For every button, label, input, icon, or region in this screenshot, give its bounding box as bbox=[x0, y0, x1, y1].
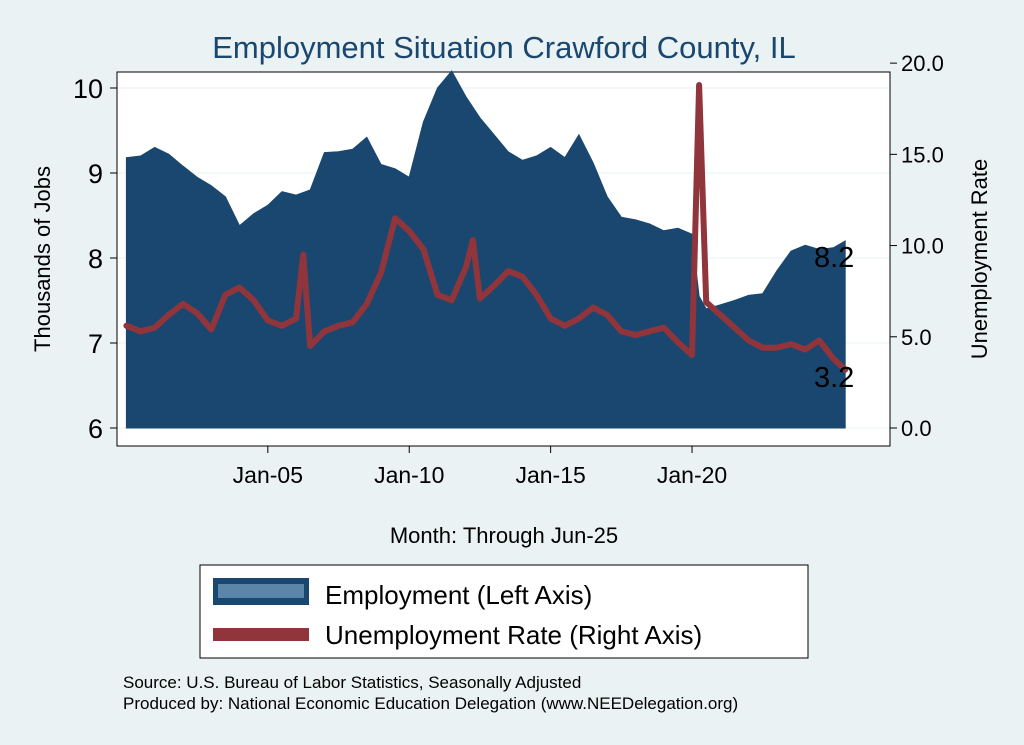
employment-area-layer bbox=[125, 70, 846, 429]
source-note: Source: U.S. Bureau of Labor Statistics,… bbox=[123, 673, 582, 692]
legend: Employment (Left Axis) Unemployment Rate… bbox=[199, 564, 809, 659]
legend-employment-swatch-highlight bbox=[218, 584, 304, 598]
legend-unemployment-swatch bbox=[213, 628, 309, 641]
producer-note: Produced by: National Economic Education… bbox=[123, 694, 739, 713]
x-axis-label: Month: Through Jun-25 bbox=[390, 523, 618, 548]
right-tick-label: 15.0 bbox=[901, 142, 944, 167]
right-tick-label: 5.0 bbox=[901, 325, 932, 350]
x-tick-label: Jan-10 bbox=[374, 462, 444, 488]
y-axis-left-label: Thousands of Jobs bbox=[30, 166, 55, 352]
tick-labels: 6 7 8 9 10 0.0 5.0 10.0 15.0 20.0 Jan-05 Jan-10 Jan-… bbox=[73, 51, 944, 488]
right-tick-label: 0.0 bbox=[901, 416, 932, 441]
footer: Source: U.S. Bureau of Labor Statistics,… bbox=[123, 672, 738, 714]
left-tick-label: 6 bbox=[88, 414, 103, 444]
employment-last-value-label: 8.2 bbox=[814, 242, 854, 274]
right-tick-label: 10.0 bbox=[901, 234, 944, 259]
legend-employment-label: Employment (Left Axis) bbox=[325, 580, 592, 610]
x-tick-label: Jan-15 bbox=[515, 462, 585, 488]
left-tick-label: 7 bbox=[88, 329, 103, 359]
unemployment-line-layer bbox=[123, 82, 849, 373]
legend-unemployment-label: Unemployment Rate (Right Axis) bbox=[325, 620, 702, 650]
left-tick-label: 8 bbox=[88, 244, 103, 274]
employment-area bbox=[125, 70, 846, 429]
left-tick-label: 10 bbox=[73, 74, 103, 104]
y-axis-right-label: Unemployment Rate bbox=[967, 159, 992, 360]
unemployment-line bbox=[123, 82, 849, 373]
left-tick-label: 9 bbox=[88, 159, 103, 189]
right-tick-label: 20.0 bbox=[901, 51, 944, 76]
x-tick-label: Jan-20 bbox=[657, 462, 727, 488]
chart-title: Employment Situation Crawford County, IL bbox=[212, 30, 796, 65]
unemployment-last-value-label: 3.2 bbox=[814, 362, 854, 394]
axes bbox=[116, 72, 891, 447]
x-tick-label: Jan-05 bbox=[233, 462, 303, 488]
